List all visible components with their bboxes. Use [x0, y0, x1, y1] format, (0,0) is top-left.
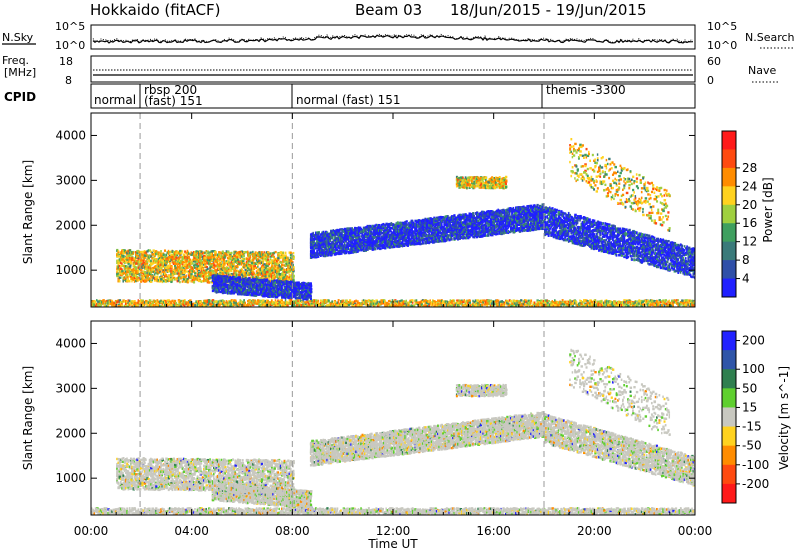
colorbar-swatch [722, 167, 736, 187]
colorbar-tick-label: 24 [742, 179, 757, 193]
cpid-panel: CPID normal rbsp 200 (fast) 151 normal (… [4, 83, 696, 109]
ytick-label: 3000 [55, 381, 86, 395]
velocity-panel: 1000 2000 3000 4000 Slant Range [km] 200 100… [21, 320, 791, 516]
noise-right-tick-bottom: 10^0 [707, 39, 737, 52]
cpid-segment-themis: themis -3300 [546, 83, 626, 97]
colorbar-tick-label: 12 [742, 235, 757, 249]
colorbar-swatch [722, 464, 736, 485]
power-panel: 1000 2000 3000 4000 Slant Range [km] 4 8 12 16… [21, 112, 775, 308]
colorbar-tick-label: 28 [742, 161, 757, 175]
xtick-label: 20:00 [577, 524, 612, 538]
velocity-ylabel: Slant Range [km] [21, 366, 35, 470]
colorbar-swatch [722, 350, 736, 370]
colorbar-swatch [722, 278, 736, 298]
colorbar-swatch [722, 149, 736, 169]
freq-tick-top: 18 [59, 55, 73, 68]
cpid-segment-normal-fast: normal (fast) 151 [296, 93, 400, 107]
noise-sky-trace [92, 34, 694, 44]
cpid-segment-rbsp: rbsp 200 [144, 83, 197, 97]
ytick-label: 4000 [55, 336, 86, 350]
cpid-segment-rbsp-fast: (fast) 151 [144, 94, 203, 108]
frequency-panel: Freq. [MHz] 18 8 60 0 Nave [2, 54, 778, 87]
colorbar-swatch [722, 388, 736, 408]
colorbar-tick-label: -50 [742, 439, 762, 453]
noise-right-label: N.Search [745, 31, 795, 44]
noise-left-label: N.Sky [2, 31, 34, 44]
power-colorbar: 4 8 12 16 20 24 28 [721, 130, 757, 298]
nave-tick-bottom: 0 [707, 74, 714, 87]
colorbar-swatch [722, 260, 736, 280]
ytick-label: 1000 [55, 471, 86, 485]
noise-left-tick-top: 10^5 [55, 20, 85, 33]
beam-label: Beam 03 [355, 1, 422, 19]
freq-tick-bottom: 8 [65, 74, 72, 87]
power-ylabel: Slant Range [km] [21, 160, 35, 264]
x-axis: 00:00 04:00 08:00 12:00 16:00 20:00 00:00 [74, 113, 713, 538]
nave-label: Nave [748, 64, 776, 77]
cpid-label: CPID [4, 90, 36, 104]
colorbar-swatch [722, 186, 736, 206]
ytick-label: 4000 [55, 128, 86, 142]
cpid-segment-normal: normal [94, 93, 136, 107]
x-axis-label: Time UT [367, 537, 418, 551]
colorbar-tick-label: 50 [742, 381, 757, 395]
noise-left-tick-bottom: 10^0 [55, 39, 85, 52]
xtick-label: 04:00 [174, 524, 209, 538]
ytick-label: 3000 [55, 173, 86, 187]
colorbar-tick-label: -100 [742, 458, 769, 472]
xtick-label: 12:00 [376, 524, 411, 538]
colorbar-swatch [722, 483, 736, 504]
colorbar-swatch [722, 407, 736, 428]
xtick-label: 08:00 [275, 524, 310, 538]
colorbar-swatch [722, 223, 736, 243]
xtick-label: 00:00 [678, 524, 713, 538]
noise-right-tick-top: 10^5 [707, 20, 737, 33]
power-scatter [91, 137, 695, 307]
colorbar-swatch [722, 445, 736, 466]
ytick-label: 2000 [55, 426, 86, 440]
colorbar-tick-label: 8 [742, 253, 750, 267]
colorbar-tick-label: -15 [742, 420, 762, 434]
colorbar-swatch [722, 369, 736, 389]
date-range: 18/Jun/2015 - 19/Jun/2015 [450, 1, 647, 19]
velocity-scatter [91, 348, 695, 515]
xtick-label: 00:00 [74, 524, 109, 538]
colorbar-tick-label: 16 [742, 216, 757, 230]
ytick-label: 2000 [55, 218, 86, 232]
colorbar-tick-label: 20 [742, 198, 757, 212]
colorbar-swatch [722, 131, 736, 150]
colorbar-tick-label: 15 [742, 400, 757, 414]
noise-panel: N.Sky 10^5 10^0 10^5 10^0 N.Search [2, 20, 795, 52]
power-colorbar-label: Power [dB] [761, 177, 775, 242]
colorbar-tick-label: -200 [742, 477, 769, 491]
nave-tick-top: 60 [707, 55, 721, 68]
colorbar-swatch [722, 241, 736, 261]
freq-unit-label: [MHz] [4, 66, 36, 79]
velocity-colorbar-label: Velocity [m s^-1] [777, 366, 791, 470]
ytick-label: 1000 [55, 263, 86, 277]
colorbar-tick-label: 100 [742, 362, 765, 376]
colorbar-swatch [722, 204, 736, 224]
station-title: Hokkaido (fitACF) [90, 1, 221, 19]
noise-search-trace [92, 33, 693, 43]
xtick-label: 16:00 [476, 524, 511, 538]
colorbar-swatch [722, 331, 736, 351]
velocity-colorbar: 200 100 50 15 -15 -50 -100 -200 [721, 330, 769, 504]
freq-label: Freq. [2, 54, 29, 67]
colorbar-tick-label: 200 [742, 334, 765, 348]
colorbar-tick-label: 4 [742, 272, 750, 286]
colorbar-swatch [722, 426, 736, 447]
